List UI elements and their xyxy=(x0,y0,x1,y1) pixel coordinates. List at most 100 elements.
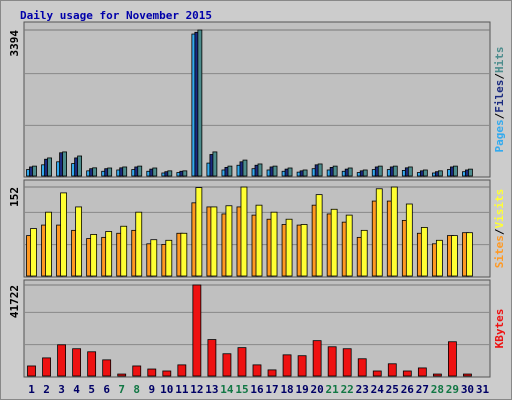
bar xyxy=(57,344,66,377)
bar xyxy=(300,224,308,277)
legend-separator: / xyxy=(493,73,506,80)
bar xyxy=(332,165,338,177)
x-tick-label: 17 xyxy=(265,383,278,396)
bar xyxy=(285,218,293,277)
bar xyxy=(297,355,307,377)
bar xyxy=(407,166,413,177)
chart-title: Daily usage for November 2015 xyxy=(20,9,212,22)
x-tick-label: 5 xyxy=(88,383,95,396)
bar xyxy=(432,373,442,377)
x-tick-label: 27 xyxy=(416,383,429,396)
bar xyxy=(210,206,218,277)
bar xyxy=(453,165,458,177)
bar xyxy=(177,364,187,377)
legend-entry: Hits xyxy=(493,47,506,74)
x-tick-label: 28 xyxy=(431,383,444,396)
x-tick-label: 24 xyxy=(371,383,385,396)
bar xyxy=(463,373,472,377)
bar xyxy=(405,203,413,277)
x-tick-label: 11 xyxy=(175,383,189,396)
bar xyxy=(152,167,158,177)
x-tick-label: 4 xyxy=(73,383,80,396)
x-tick-label: 26 xyxy=(401,383,415,396)
bar xyxy=(420,227,428,277)
bar xyxy=(448,341,457,377)
y-tick-label: 41722 xyxy=(8,285,21,318)
bar xyxy=(42,357,51,377)
legend-entry: Visits xyxy=(493,189,506,229)
bar xyxy=(330,208,338,277)
x-tick-label: 23 xyxy=(356,383,369,396)
bar xyxy=(227,165,233,177)
bar xyxy=(150,239,158,277)
legend-entry: Sites xyxy=(493,235,506,268)
legend-entry: Files xyxy=(493,80,506,113)
bar xyxy=(195,187,203,277)
bar xyxy=(72,348,82,377)
y-tick-label: 152 xyxy=(8,187,21,207)
bar xyxy=(60,192,67,277)
x-tick-label: 1 xyxy=(28,383,35,396)
bar xyxy=(102,359,112,377)
bar xyxy=(377,165,383,177)
bar xyxy=(315,194,323,277)
x-tick-label: 20 xyxy=(311,383,324,396)
bar xyxy=(182,170,188,177)
bar xyxy=(137,165,143,177)
bar xyxy=(312,340,322,377)
bar xyxy=(345,214,353,277)
bar xyxy=(32,165,37,177)
legend: KBytes xyxy=(493,309,506,349)
bar xyxy=(267,369,277,377)
bar xyxy=(270,211,278,277)
bar xyxy=(468,168,473,177)
x-tick-label: 14 xyxy=(220,383,234,396)
bar xyxy=(437,170,443,177)
bar xyxy=(90,234,98,277)
bar xyxy=(272,165,278,177)
bar xyxy=(75,206,83,277)
bar xyxy=(451,235,458,277)
bar xyxy=(302,169,308,177)
legend: Pages/Files/Hits xyxy=(493,47,506,153)
bar xyxy=(207,339,217,377)
x-tick-label: 12 xyxy=(190,383,203,396)
bar xyxy=(132,365,142,377)
bar xyxy=(212,151,218,177)
bar xyxy=(287,167,293,177)
bar xyxy=(162,370,172,377)
x-tick-label: 13 xyxy=(205,383,218,396)
x-tick-label: 3 xyxy=(58,383,65,396)
bar xyxy=(30,228,37,277)
y-tick-label: 3394 xyxy=(8,30,21,57)
bar xyxy=(362,169,368,177)
x-tick-label: 9 xyxy=(148,383,155,396)
bar xyxy=(237,347,247,377)
x-tick-label: 19 xyxy=(295,383,308,396)
bar xyxy=(255,204,263,277)
bar xyxy=(77,155,83,177)
bar xyxy=(167,170,173,177)
bar xyxy=(180,232,188,277)
panel xyxy=(23,21,491,178)
x-tick-label: 25 xyxy=(386,383,399,396)
bar xyxy=(240,186,248,277)
bar xyxy=(105,231,113,277)
bar xyxy=(360,229,368,277)
legend-entry: KBytes xyxy=(493,309,506,349)
bar xyxy=(402,370,412,377)
x-tick-label: 21 xyxy=(326,383,340,396)
bar xyxy=(135,211,143,277)
x-tick-label: 22 xyxy=(341,383,354,396)
bar xyxy=(197,29,203,177)
x-tick-label: 29 xyxy=(446,383,459,396)
bar xyxy=(392,165,398,177)
bar xyxy=(435,239,443,277)
bar xyxy=(62,151,67,177)
x-tick-label: 31 xyxy=(476,383,490,396)
x-tick-label: 10 xyxy=(160,383,173,396)
bar xyxy=(47,157,52,177)
legend-separator: / xyxy=(493,228,506,235)
bar xyxy=(120,225,128,277)
bar xyxy=(117,373,127,377)
